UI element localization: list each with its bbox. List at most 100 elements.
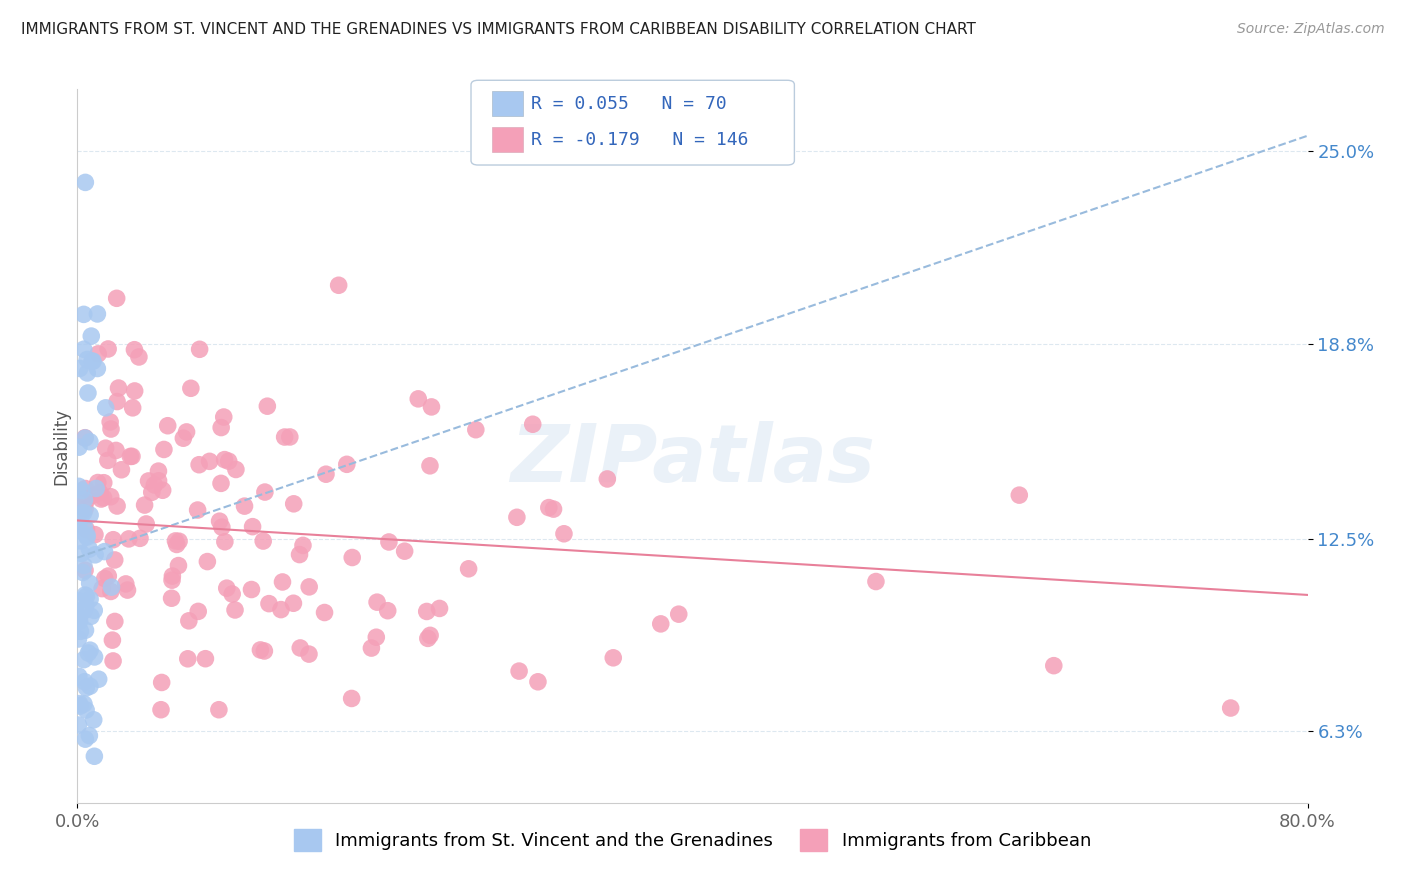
Point xyxy=(257,597,280,611)
Point xyxy=(69,533,91,548)
Y-axis label: Disability: Disability xyxy=(52,408,70,484)
Point xyxy=(172,431,194,445)
Point xyxy=(107,381,129,395)
Point xyxy=(105,499,128,513)
Point xyxy=(117,583,139,598)
Point xyxy=(79,729,101,743)
Point xyxy=(298,580,321,594)
Point xyxy=(416,632,439,646)
Point xyxy=(291,538,314,552)
Text: R = -0.179   N = 146: R = -0.179 N = 146 xyxy=(531,131,749,149)
Point xyxy=(70,508,93,522)
Point xyxy=(73,653,96,667)
Point xyxy=(120,450,142,464)
Point xyxy=(69,699,91,714)
Point xyxy=(416,605,439,619)
Point xyxy=(75,482,97,496)
Point xyxy=(84,548,107,562)
Point xyxy=(97,342,120,356)
Point xyxy=(75,599,97,614)
Point xyxy=(271,574,294,589)
Point xyxy=(342,550,364,565)
Point xyxy=(86,361,108,376)
Point xyxy=(527,674,550,689)
Point xyxy=(79,508,101,522)
Point xyxy=(79,643,101,657)
Point xyxy=(80,354,103,368)
Point xyxy=(128,350,150,364)
Point xyxy=(215,581,238,595)
Legend: Immigrants from St. Vincent and the Grenadines, Immigrants from Caribbean: Immigrants from St. Vincent and the Gren… xyxy=(287,822,1098,858)
Point xyxy=(69,624,91,639)
Point xyxy=(82,488,104,502)
Point xyxy=(135,516,157,531)
Point xyxy=(156,418,179,433)
Point xyxy=(187,503,209,517)
Point xyxy=(160,573,183,587)
Point xyxy=(94,572,117,586)
Point xyxy=(340,691,363,706)
Point xyxy=(67,632,90,646)
Point xyxy=(208,514,231,528)
Point xyxy=(69,506,91,520)
Point xyxy=(103,533,125,547)
Point xyxy=(150,703,173,717)
Point xyxy=(429,601,451,615)
Point xyxy=(225,462,247,476)
Point xyxy=(79,434,101,449)
Point xyxy=(209,420,232,434)
Point xyxy=(75,175,97,189)
Point xyxy=(1008,488,1031,502)
Point xyxy=(152,483,174,498)
Point xyxy=(121,401,143,415)
Point xyxy=(66,607,89,622)
Point xyxy=(76,530,98,544)
Point xyxy=(138,474,160,488)
Point xyxy=(73,492,96,507)
Point xyxy=(233,499,256,513)
Point xyxy=(1042,658,1064,673)
Point xyxy=(67,440,90,454)
Point xyxy=(290,640,312,655)
Point xyxy=(177,614,200,628)
Point xyxy=(141,485,163,500)
Point xyxy=(101,654,124,668)
Point xyxy=(209,476,232,491)
Point xyxy=(67,523,90,537)
Point xyxy=(283,497,305,511)
Point xyxy=(214,452,236,467)
Point xyxy=(67,594,90,608)
Point xyxy=(188,458,211,472)
Point xyxy=(104,615,127,629)
Point xyxy=(69,361,91,376)
Point xyxy=(67,613,90,627)
Point xyxy=(187,604,209,618)
Point xyxy=(394,544,416,558)
Point xyxy=(162,569,184,583)
Point xyxy=(378,535,401,549)
Point xyxy=(211,520,233,534)
Point xyxy=(506,510,529,524)
Point xyxy=(100,490,122,504)
Point xyxy=(252,534,274,549)
Point xyxy=(73,604,96,618)
Point xyxy=(82,354,104,368)
Point xyxy=(212,409,235,424)
Point xyxy=(73,520,96,534)
Point xyxy=(288,548,311,562)
Point xyxy=(97,569,120,583)
Point xyxy=(73,307,96,321)
Point xyxy=(270,602,292,616)
Point xyxy=(124,343,146,357)
Point xyxy=(91,582,114,596)
Point xyxy=(79,576,101,591)
Point xyxy=(315,467,337,482)
Point xyxy=(273,430,295,444)
Point xyxy=(84,482,107,496)
Point xyxy=(553,526,575,541)
Point xyxy=(366,630,388,644)
Point xyxy=(148,474,170,488)
Point xyxy=(177,652,200,666)
Point xyxy=(93,491,115,505)
Text: ZIPatlas: ZIPatlas xyxy=(510,421,875,500)
